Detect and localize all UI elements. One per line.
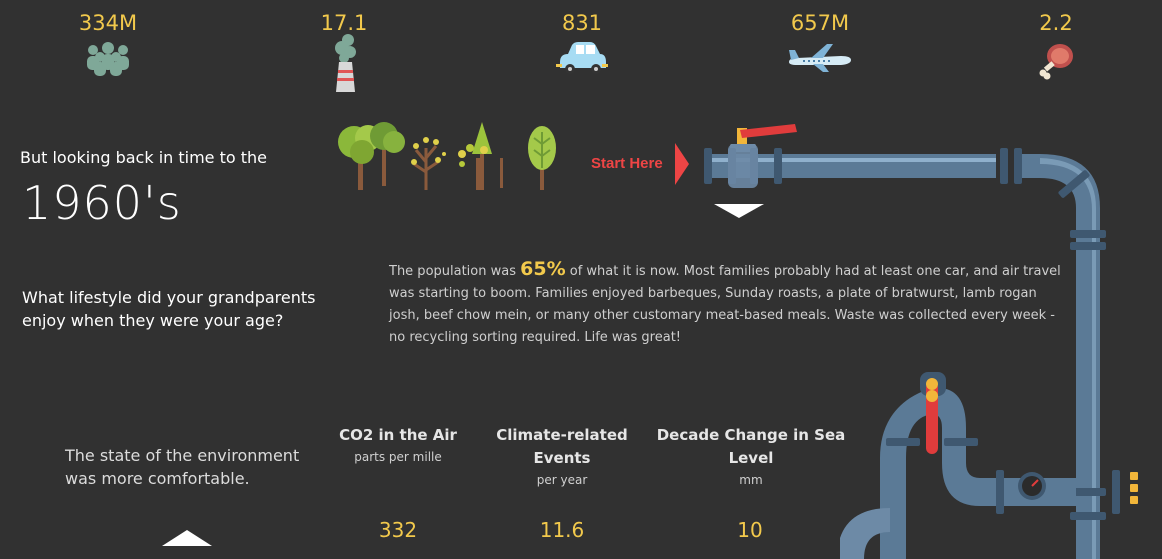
- population-percent: 65%: [520, 258, 566, 280]
- meat-icon: [1039, 44, 1073, 80]
- intro-lead: But looking back in time to the: [20, 148, 268, 167]
- stat-value: 657M: [790, 11, 850, 35]
- decade-heading: 1960's: [22, 176, 182, 230]
- people-icon: [87, 42, 129, 76]
- tree-icon: [413, 145, 439, 190]
- lifestyle-question: What lifestyle did your grandparents enj…: [22, 288, 316, 330]
- metric-unit: parts per mille: [354, 450, 442, 464]
- trees-illustration: [338, 122, 556, 190]
- tree-icon: [370, 122, 405, 186]
- metric-title: Climate-related Events: [496, 426, 628, 467]
- metric-title: CO2 in the Air: [339, 426, 457, 444]
- stat-flights: 657M: [760, 8, 880, 76]
- stat-value: 2.2: [1039, 11, 1073, 35]
- stat-meat: 2.2: [996, 8, 1116, 80]
- metric-value-climate-events: 11.6: [539, 518, 585, 542]
- tree-icon: [528, 126, 556, 190]
- airplane-icon: [789, 44, 851, 72]
- stat-value: 17.1: [320, 11, 368, 35]
- pressure-gauge-icon: [1018, 472, 1046, 500]
- factory-smoke-icon: [335, 34, 356, 92]
- metric-unit: per year: [536, 473, 588, 487]
- stat-value: 334M: [78, 11, 138, 35]
- metric-title: Decade Change in Sea Level: [656, 426, 846, 467]
- stat-emissions: 17.1: [284, 8, 404, 92]
- start-arrow-icon[interactable]: [675, 143, 691, 185]
- start-here-label[interactable]: Start Here: [591, 155, 663, 172]
- tree-icon: [458, 144, 488, 190]
- stat-value: 831: [561, 11, 603, 35]
- pipeline-illustration: [704, 124, 1138, 559]
- metric-climate-events: Climate-related Events per year: [492, 424, 632, 490]
- para-prefix: The population was: [389, 264, 521, 279]
- scroll-down-arrow-icon[interactable]: [714, 204, 764, 218]
- stat-population: 334M: [48, 8, 168, 76]
- metric-co2: CO2 in the Air parts per mille: [330, 424, 466, 467]
- metric-value-co2: 332: [378, 518, 418, 542]
- stat-cars: 831: [522, 8, 642, 76]
- metric-sea-level: Decade Change in Sea Level mm: [655, 424, 847, 490]
- lifestyle-paragraph: The population was 65% of what it is now…: [389, 258, 1069, 349]
- scroll-up-arrow-icon[interactable]: [162, 530, 212, 546]
- car-icon: [556, 42, 608, 74]
- tree-icon: [472, 122, 503, 190]
- metric-unit: mm: [739, 473, 763, 487]
- metric-value-sea-level: 10: [737, 518, 763, 542]
- para-suffix: of what it is now. Most families probabl…: [389, 264, 1061, 345]
- environment-state: The state of the environment was more co…: [65, 446, 300, 488]
